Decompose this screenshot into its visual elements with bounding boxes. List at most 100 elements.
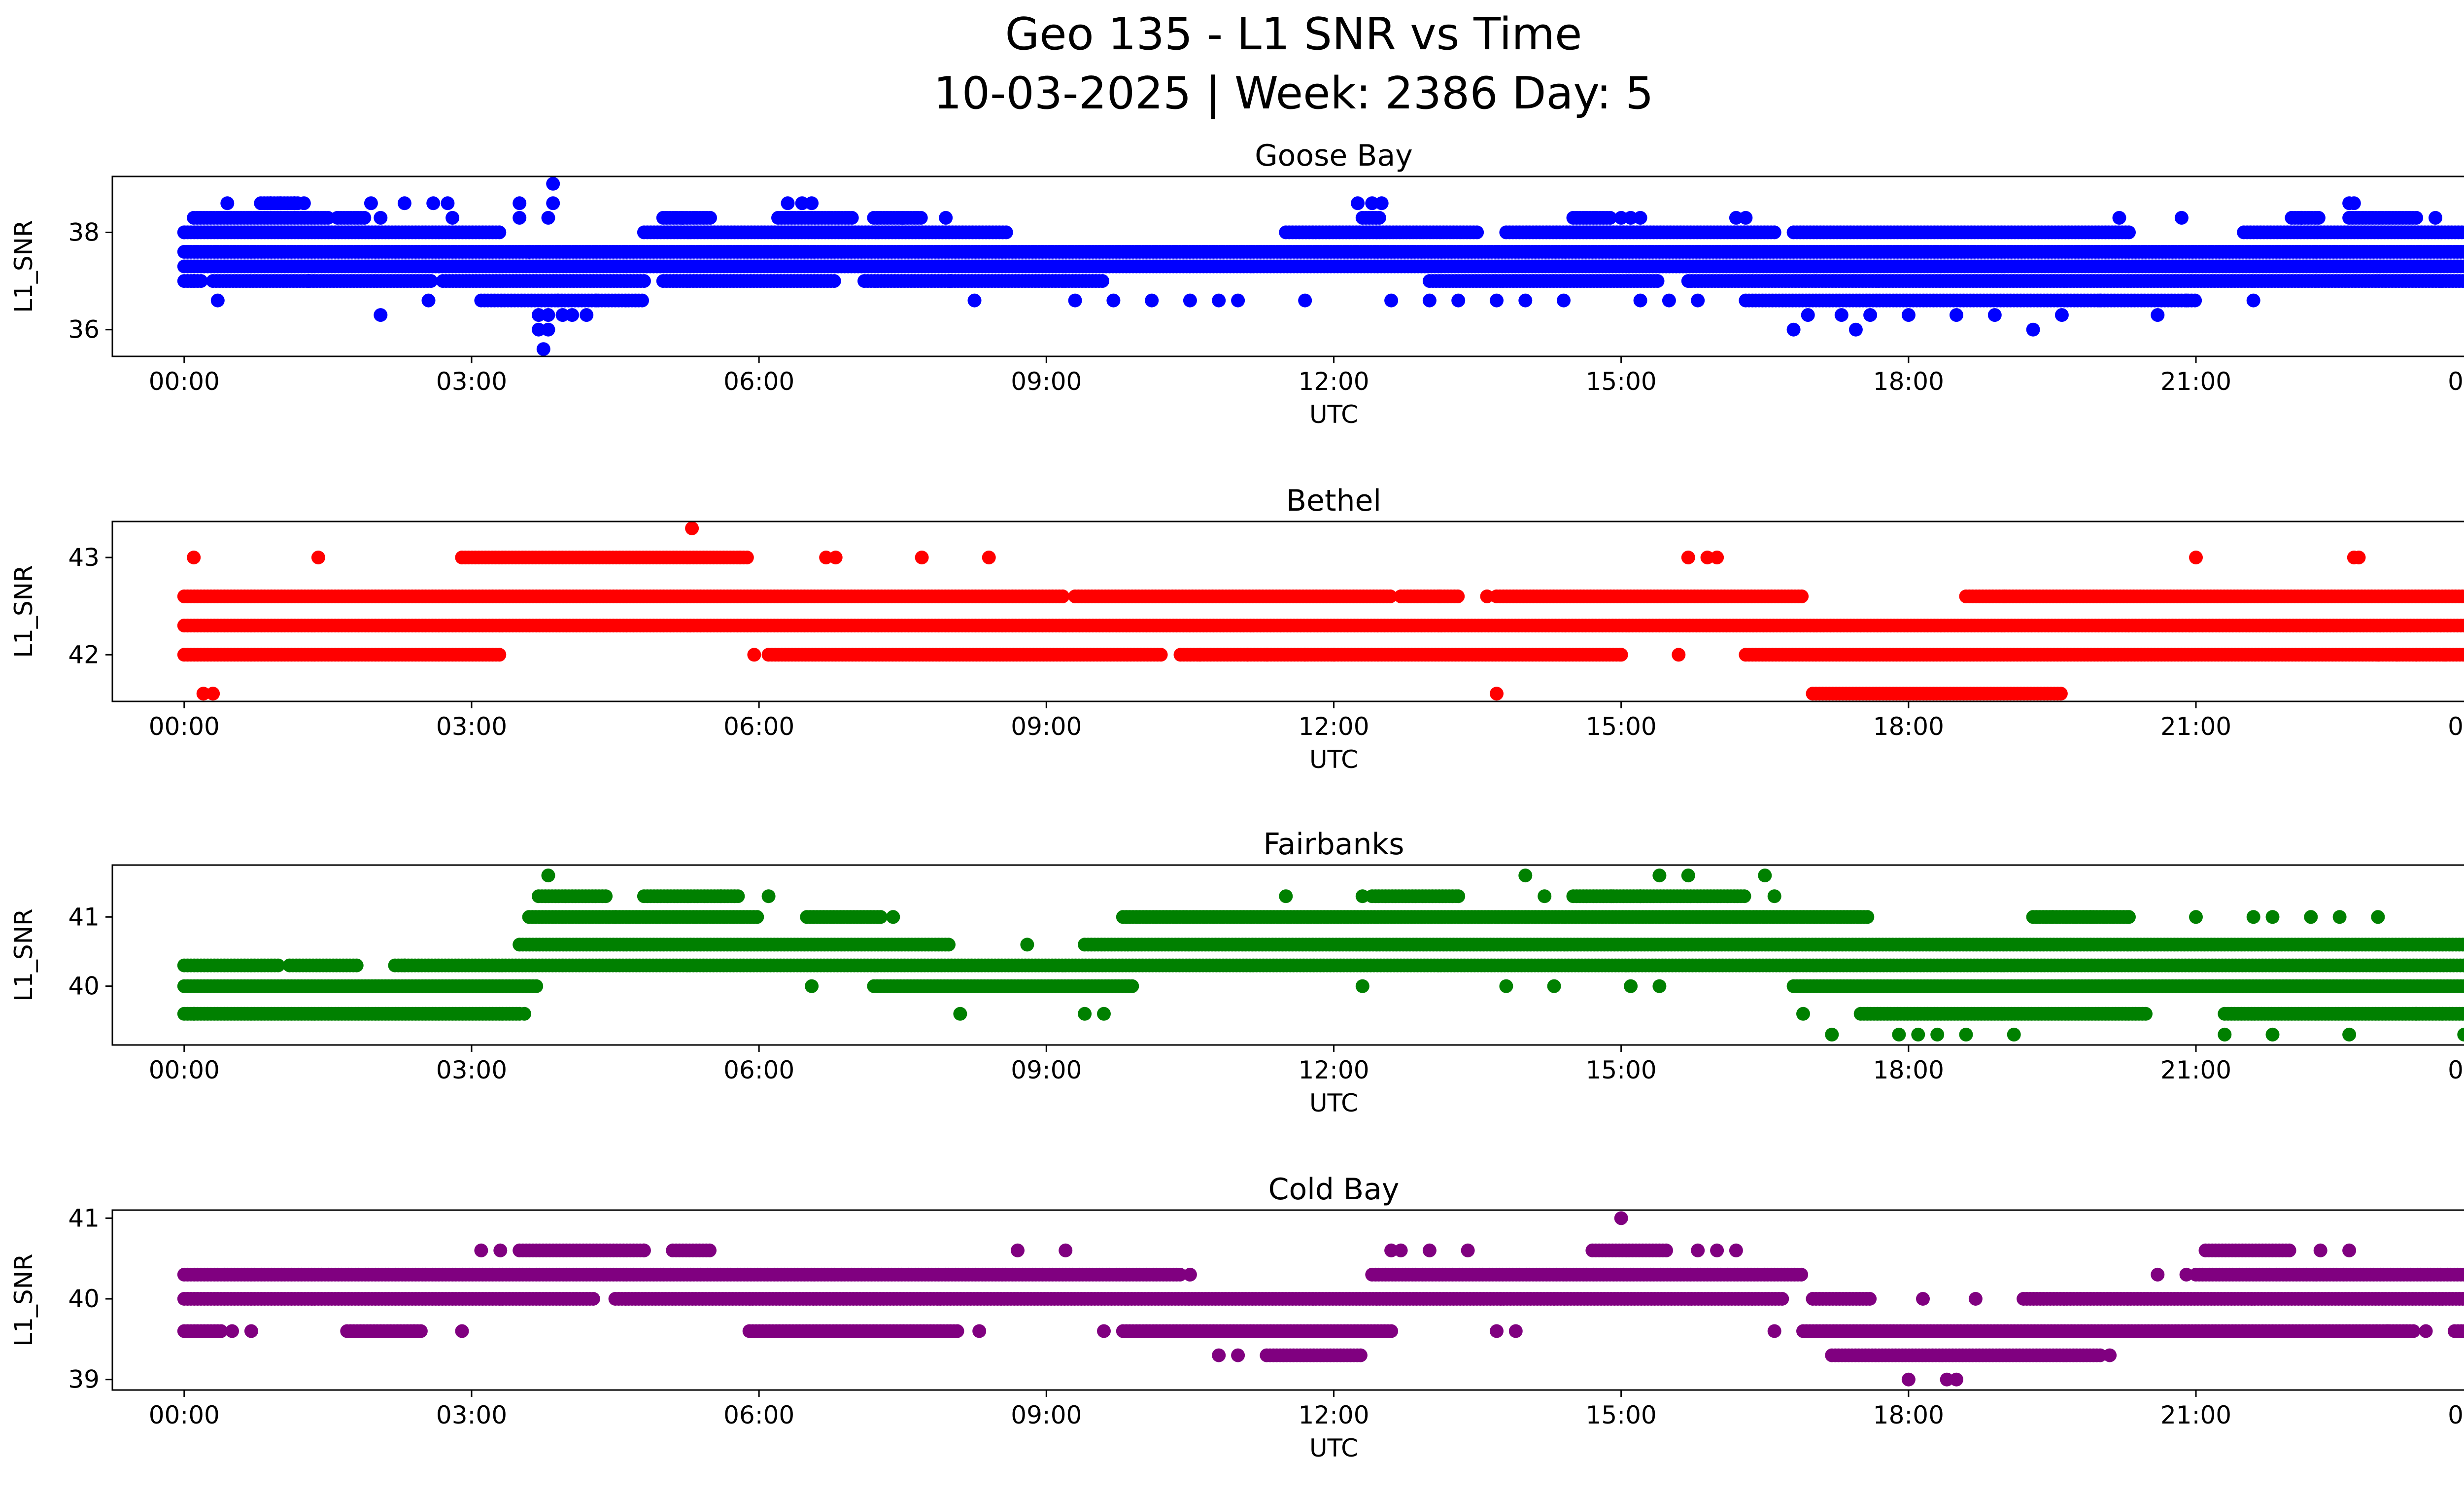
outlier-point-goose-bay-29: [555, 308, 570, 322]
data-point-bethel-2035: [2053, 687, 2068, 701]
outlier-point-goose-bay-17: [513, 196, 527, 210]
outlier-point-goose-bay-45: [1212, 293, 1226, 308]
outlier-point-goose-bay-20: [532, 308, 546, 322]
outlier-point-bethel-7: [747, 648, 761, 662]
data-point-bethel-948: [1056, 589, 1070, 603]
outlier-point-goose-bay-59: [1633, 210, 1647, 225]
outlier-point-goose-bay-73: [2026, 322, 2040, 337]
outlier-point-goose-bay-26: [541, 210, 555, 225]
data-point-goose-bay-2139: [999, 225, 1013, 240]
outlier-point-goose-bay-78: [2174, 210, 2189, 225]
outlier-point-goose-bay-84: [2429, 210, 2442, 225]
outlier-point-goose-bay-47: [1298, 293, 1312, 308]
data-point-goose-bay-2765: [2311, 210, 2326, 225]
outlier-point-goose-bay-2: [210, 293, 225, 308]
outlier-point-bethel-32: [2438, 648, 2452, 662]
outlier-point-goose-bay-52: [1422, 293, 1437, 308]
outlier-point-goose-bay-36: [805, 196, 819, 210]
data-point-bethel-1043: [1383, 589, 1398, 603]
outlier-point-goose-bay-56: [1557, 293, 1571, 308]
outlier-point-bethel-5: [685, 522, 699, 535]
outlier-point-goose-bay-25: [546, 196, 560, 210]
ytick-label-goose-bay-0: 36: [68, 315, 100, 344]
figure-title-line2: 10-03-2025 | Week: 2386 Day: 5: [933, 68, 1653, 119]
outlier-point-bethel-12: [1193, 648, 1207, 662]
outlier-point-goose-bay-81: [2294, 210, 2308, 225]
outlier-point-bethel-18: [1480, 589, 1494, 603]
xtick-label-goose-bay-7: 21:00: [2160, 367, 2231, 396]
outlier-point-bethel-28: [2352, 551, 2366, 564]
outlier-point-goose-bay-80: [2246, 293, 2260, 308]
outlier-point-goose-bay-65: [1786, 322, 1801, 337]
data-point-goose-bay-2278: [1767, 225, 1781, 240]
data-point-bethel-1153: [1795, 589, 1809, 603]
data-point-bethel-1869: [2460, 648, 2464, 661]
outlier-point-goose-bay-83: [2347, 196, 2361, 210]
figure-title-line1: Geo 135 - L1 SNR vs Time: [1005, 8, 1582, 60]
outlier-point-goose-bay-27: [546, 176, 560, 191]
outlier-point-bethel-22: [1681, 551, 1695, 564]
ylabel-goose-bay: L1_SNR: [9, 220, 38, 313]
outlier-point-bethel-23: [1700, 551, 1714, 564]
outlier-point-bethel-16: [1327, 648, 1341, 662]
outlier-point-goose-bay-34: [781, 196, 795, 210]
outlier-point-goose-bay-33: [675, 210, 689, 225]
data-point-goose-bay-2500: [635, 293, 649, 308]
data-point-goose-bay-2738: [914, 210, 928, 225]
outlier-point-goose-bay-16: [445, 210, 460, 225]
outlier-point-goose-bay-5: [273, 196, 287, 210]
outlier-point-goose-bay-60: [1633, 293, 1647, 308]
outlier-point-goose-bay-7: [297, 196, 311, 210]
data-point-goose-bay-558: [2459, 274, 2464, 288]
xtick-label-goose-bay-8: 00:00: [2448, 367, 2464, 396]
outlier-point-bethel-6: [733, 551, 747, 564]
data-point-bethel-1303: [2459, 590, 2464, 603]
xtick-label-bethel-2: 06:00: [723, 712, 794, 741]
outlier-point-goose-bay-44: [1183, 293, 1197, 308]
outlier-point-bethel-2: [206, 687, 220, 701]
outlier-point-bethel-8: [819, 551, 833, 564]
outlier-point-bethel-3: [311, 551, 325, 564]
outlier-point-goose-bay-32: [589, 293, 603, 308]
outlier-point-bethel-4: [455, 551, 469, 564]
outlier-point-goose-bay-40: [943, 274, 958, 288]
outlier-point-goose-bay-12: [374, 308, 388, 322]
outlier-point-goose-bay-66: [1801, 308, 1815, 322]
outlier-point-goose-bay-0: [177, 225, 191, 240]
outlier-point-bethel-1: [196, 687, 210, 701]
outlier-point-goose-bay-30: [565, 308, 580, 322]
outlier-point-goose-bay-75: [2093, 293, 2107, 308]
data-point-bethel-1403: [492, 648, 507, 662]
outlier-point-bethel-29: [2371, 648, 2385, 662]
outlier-point-goose-bay-19: [522, 244, 536, 259]
outlier-point-goose-bay-14: [426, 196, 441, 210]
data-point-goose-bay-2447: [2462, 227, 2464, 238]
outlier-point-goose-bay-57: [1614, 210, 1628, 225]
data-point-goose-bay-2756: [1603, 210, 1617, 225]
outlier-point-bethel-31: [2409, 648, 2424, 662]
outlier-point-goose-bay-71: [1950, 308, 1963, 322]
outlier-point-goose-bay-61: [1662, 293, 1676, 308]
data-point-goose-bay-2744: [1372, 210, 1386, 225]
outlier-point-goose-bay-58: [1624, 210, 1638, 225]
outlier-point-goose-bay-41: [1068, 293, 1082, 308]
outlier-point-goose-bay-8: [302, 274, 316, 288]
outlier-point-bethel-0: [187, 551, 201, 564]
outlier-point-bethel-9: [828, 551, 843, 564]
outlier-point-goose-bay-37: [895, 210, 910, 225]
data-point-goose-bay-2379: [2122, 225, 2136, 240]
subplot-title-bethel: Bethel: [1286, 484, 1381, 518]
outlier-point-goose-bay-67: [1834, 308, 1848, 322]
outlier-point-goose-bay-42: [1106, 293, 1121, 308]
xtick-label-goose-bay-1: 03:00: [436, 367, 507, 396]
data-point-goose-bay-1931: [2461, 245, 2464, 258]
data-point-goose-bay-2786: [2409, 210, 2424, 225]
outlier-point-goose-bay-51: [1384, 293, 1399, 308]
outlier-point-bethel-10: [915, 551, 929, 564]
data-point-goose-bay-559: [2463, 277, 2464, 285]
outlier-point-goose-bay-53: [1451, 293, 1466, 308]
outlier-point-goose-bay-69: [1863, 308, 1878, 322]
ytick-label-goose-bay-1: 38: [68, 218, 100, 246]
